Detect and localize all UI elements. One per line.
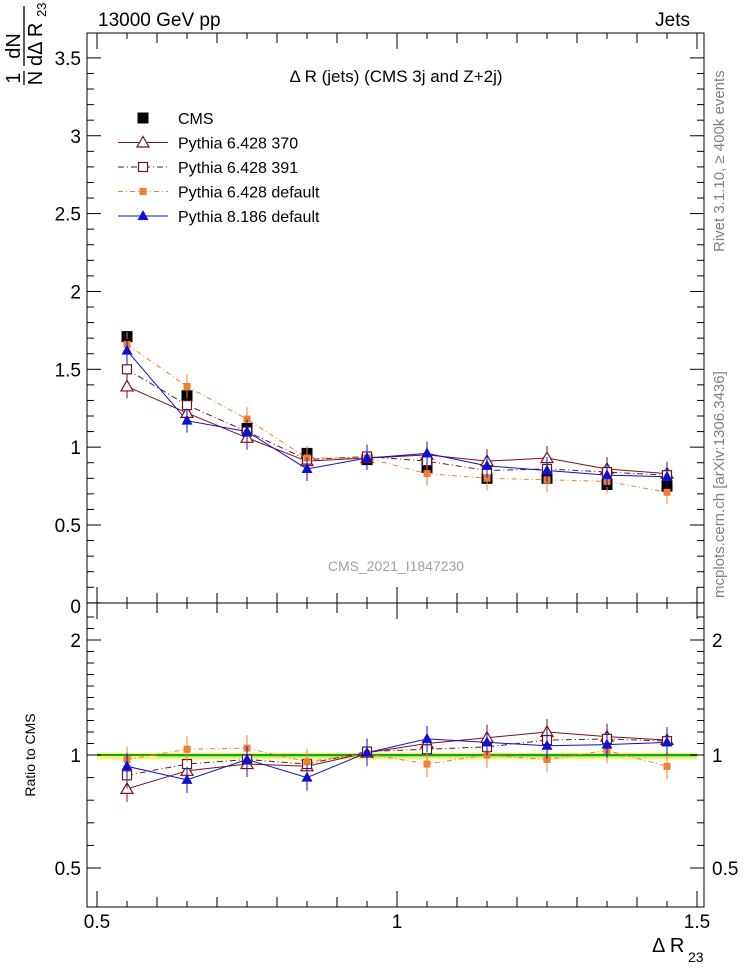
- y-tick-label: 0.5: [55, 516, 81, 537]
- x-axis-label-sub: 23: [688, 949, 704, 965]
- data-point: [243, 415, 251, 423]
- y-tick-label: 1.5: [55, 360, 81, 381]
- x-tick-label: 0.5: [84, 912, 110, 933]
- data-point: [301, 462, 313, 473]
- ratio-y-tick-label-right: 2: [712, 631, 723, 652]
- data-point: [137, 161, 149, 173]
- series-line: [126, 343, 668, 493]
- y-label-num: dN: [3, 33, 25, 59]
- data-point: [663, 488, 671, 496]
- ratio-series-line: [126, 731, 668, 790]
- data-point: [181, 414, 193, 425]
- ratio-y-tick-label: 1: [70, 746, 81, 767]
- analysis-watermark: CMS_2021_I1847230: [328, 558, 464, 574]
- data-point: [481, 736, 493, 747]
- main-series-lines: [126, 343, 668, 493]
- data-point: [137, 112, 149, 124]
- main-y-axis: 0 0.5 1 1.5 2 2.5 3 3.5: [55, 49, 704, 618]
- energy-label: 13000 GeV pp: [98, 10, 221, 31]
- x-axis-label: Δ R 23: [652, 935, 704, 965]
- x-tick-label: 1.5: [684, 912, 710, 933]
- series-line: [126, 350, 668, 478]
- main-y-axis-label: 1 N dN dΔ R 23: [3, 3, 49, 86]
- data-point: [121, 364, 133, 375]
- data-point: [661, 736, 673, 747]
- data-point: [423, 760, 431, 768]
- data-point: [481, 459, 493, 470]
- data-point: [541, 464, 553, 475]
- ratio-y-tick-label: 0.5: [55, 859, 81, 880]
- ratio-series-line: [126, 738, 668, 781]
- legend-label: Pythia 8.186 default: [178, 209, 320, 226]
- ratio-y-axis-label: Ratio to CMS: [22, 713, 38, 796]
- series-line: [126, 368, 668, 476]
- data-point: [601, 738, 613, 749]
- legend-label: CMS: [178, 111, 214, 128]
- data-point: [541, 739, 553, 750]
- ratio-series-markers: [119, 719, 675, 802]
- data-point: [135, 135, 151, 148]
- data-point: [183, 382, 191, 390]
- data-point: [361, 452, 373, 463]
- data-point: [137, 210, 149, 220]
- y-tick-label: 2: [70, 282, 81, 303]
- data-point: [303, 758, 311, 766]
- legend-label: Pythia 6.428 391: [178, 160, 298, 177]
- data-point: [241, 753, 253, 764]
- ratio-series-lines: [126, 731, 668, 790]
- mcplots-label: mcplots.cern.ch [arXiv:1306.3436]: [711, 371, 728, 598]
- legend-label: Pythia 6.428 default: [178, 185, 320, 202]
- data-point: [483, 474, 491, 482]
- data-point: [241, 425, 253, 436]
- data-point: [543, 756, 551, 764]
- data-point: [421, 447, 433, 458]
- y-label-frac-bottom: N: [25, 71, 47, 85]
- data-point: [661, 470, 673, 481]
- data-point: [121, 760, 133, 771]
- main-series-markers: [119, 331, 675, 505]
- data-point: [139, 188, 147, 195]
- y-label-frac-top: 1: [3, 72, 25, 83]
- y-tick-label: 1: [70, 438, 81, 459]
- main-x-axis: [96, 33, 698, 603]
- process-label: Jets: [655, 10, 690, 31]
- y-label-den: dΔ R: [25, 23, 47, 66]
- ratio-series-line: [126, 738, 668, 776]
- series-line: [126, 385, 668, 475]
- ratio-y-tick-label: 2: [70, 631, 81, 652]
- x-axis-label-main: Δ R: [652, 935, 684, 957]
- data-point: [361, 746, 373, 757]
- data-point: [183, 745, 191, 753]
- data-point: [601, 469, 613, 480]
- y-tick-label: 0: [70, 597, 81, 618]
- data-point: [423, 470, 431, 478]
- ratio-y-tick-label-right: 1: [712, 746, 723, 767]
- y-tick-label: 3: [70, 127, 81, 148]
- y-tick-label: 2.5: [55, 205, 81, 226]
- data-point: [119, 379, 135, 392]
- data-point: [421, 732, 433, 743]
- legend-label: Pythia 6.428 370: [178, 136, 298, 153]
- x-tick-label: 1: [392, 912, 403, 933]
- data-point: [121, 344, 133, 355]
- data-point: [181, 773, 193, 784]
- rivet-label: Rivet 3.1.10, ≥ 400k events: [711, 70, 728, 252]
- data-point: [301, 771, 313, 782]
- ratio-y-tick-label-right: 0.5: [712, 859, 738, 880]
- data-point: [663, 762, 671, 770]
- ratio-y-axis: 0.5 0.5 1 1 2 2: [55, 616, 738, 880]
- legend: CMS Pythia 6.428 370 Pythia 6.428 391 Pythi…: [118, 111, 320, 226]
- y-label-sub: 23: [34, 3, 49, 17]
- y-tick-label: 3.5: [55, 49, 81, 70]
- ratio-x-axis: 0.5 1 1.5: [84, 603, 710, 933]
- data-point: [181, 400, 193, 411]
- plot-title: Δ R (jets) (CMS 3j and Z+2j): [289, 67, 502, 86]
